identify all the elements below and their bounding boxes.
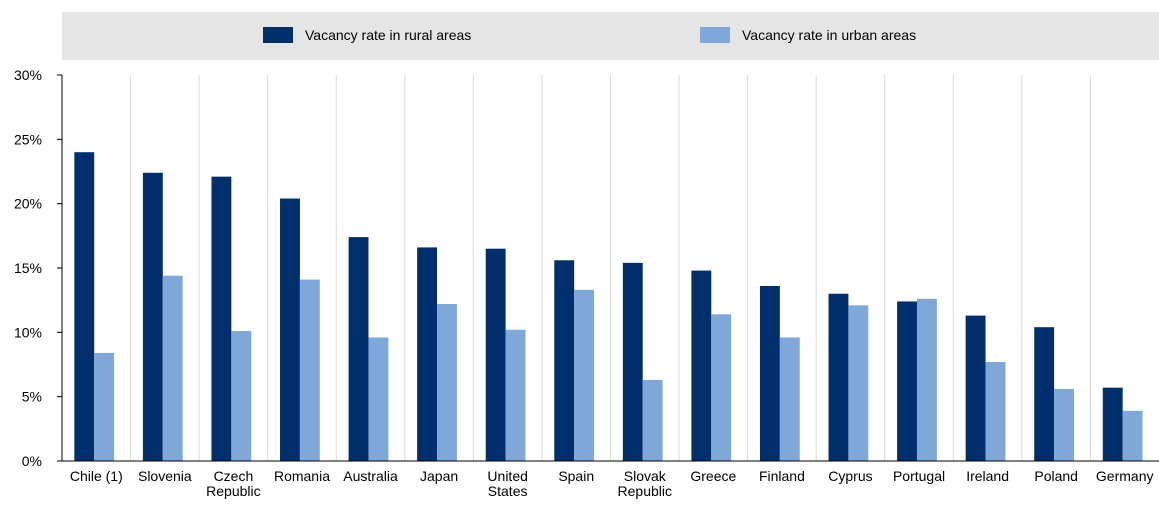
bar [211, 176, 232, 461]
x-tick-label: Slovak Republic [618, 468, 672, 499]
bar [142, 172, 163, 461]
bar [231, 331, 252, 461]
bar [348, 237, 369, 461]
x-tick-label: Poland [1034, 468, 1078, 484]
bar [916, 298, 937, 461]
bar [485, 248, 506, 461]
bar [1122, 410, 1143, 461]
x-tick-label: Spain [558, 468, 594, 484]
x-tick-label: Greece [690, 468, 736, 484]
bar [779, 337, 800, 461]
x-tick-label: Japan [420, 468, 458, 484]
bar [848, 305, 869, 461]
bar [1054, 388, 1074, 461]
bar [554, 260, 575, 461]
x-tick-label: Romania [274, 468, 330, 484]
x-tick-label: Finland [759, 468, 805, 484]
x-tick-label: Chile (1) [70, 468, 123, 484]
bar [622, 262, 643, 461]
legend-swatch [700, 27, 730, 43]
x-tick-label: Cyprus [828, 468, 872, 484]
bar [94, 352, 115, 461]
y-tick-label: 15% [14, 260, 42, 276]
x-tick-label: Ireland [966, 468, 1009, 484]
y-tick-label: 20% [14, 196, 42, 212]
bar [299, 279, 320, 461]
bar [759, 286, 780, 461]
bar [828, 293, 849, 461]
bar [505, 329, 526, 461]
bar [711, 314, 732, 461]
y-tick-label: 0% [22, 453, 42, 469]
bar [985, 361, 1006, 461]
legend-background [62, 12, 1159, 60]
bar [437, 304, 457, 461]
x-tick-label: United States [487, 468, 527, 499]
y-tick-label: 25% [14, 131, 42, 147]
bar [1034, 327, 1055, 461]
legend-label: Vacancy rate in rural areas [305, 27, 471, 43]
bar [162, 275, 183, 461]
x-tick-label: Portugal [893, 468, 945, 484]
y-tick-label: 5% [22, 389, 42, 405]
legend-swatch [263, 27, 293, 43]
x-tick-label: Czech Republic [206, 468, 260, 499]
bar [280, 198, 300, 461]
y-tick-label: 10% [14, 324, 42, 340]
bar [417, 247, 438, 461]
bar [574, 289, 595, 461]
bar [897, 301, 917, 461]
bar [691, 270, 712, 461]
bar [74, 152, 95, 461]
legend-label: Vacancy rate in urban areas [742, 27, 916, 43]
x-tick-label: Australia [343, 468, 398, 484]
y-tick-label: 30% [14, 67, 42, 83]
x-tick-label: Slovenia [138, 468, 192, 484]
bar [965, 315, 986, 461]
bar [368, 337, 389, 461]
bar [1102, 387, 1123, 461]
x-tick-label: Germany [1096, 468, 1154, 484]
bar [642, 379, 663, 461]
